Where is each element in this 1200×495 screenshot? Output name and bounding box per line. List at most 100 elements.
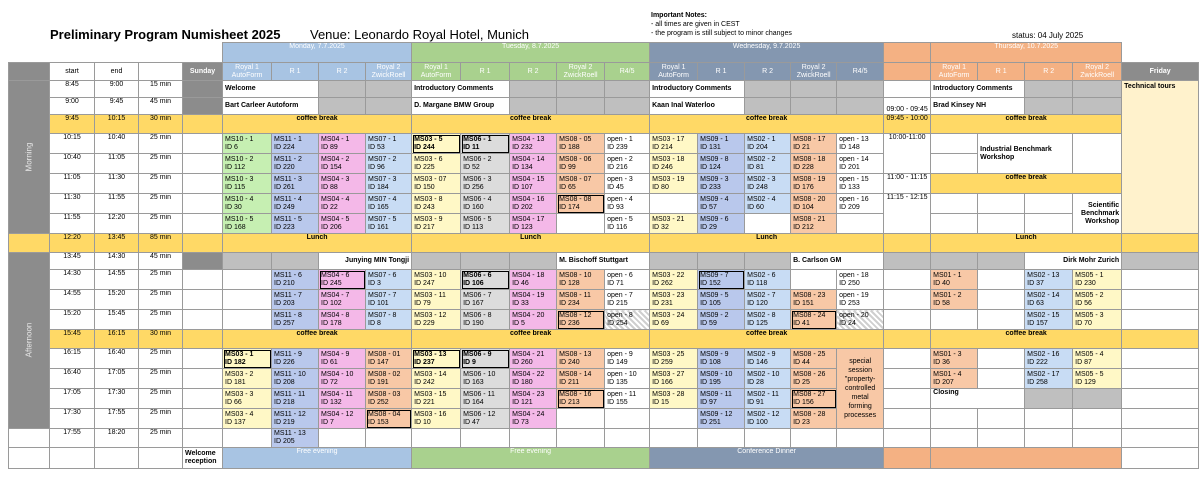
room-r45-tu: R4/5 — [604, 62, 651, 81]
session-cell: MS09 - 7 ID 152 — [697, 269, 746, 290]
session-cell: MS03 - 10 ID 247 — [411, 269, 462, 290]
session-cell: MS11 - 9 ID 226 — [271, 348, 320, 369]
industrial-workshop: Industrial Benchmark Workshop — [977, 133, 1074, 174]
session-cell: MS04 - 1 ID 89 — [318, 133, 367, 154]
session-cell: MS07 - 4 ID 165 — [365, 193, 413, 214]
session-cell: MS03 - 1 ID 182 — [222, 348, 273, 369]
session-cell: MS06 - 12 ID 47 — [460, 408, 511, 429]
duration: 25 min — [138, 173, 183, 194]
room-royal2-th: Royal 2 ZwickRoell — [1072, 62, 1123, 81]
session-cell: open - 10 ID 135 — [604, 368, 651, 389]
thursday-gutter — [883, 42, 932, 63]
session-cell: MS06 - 3 ID 256 — [460, 173, 511, 194]
session-cell: MS04 - 24 ID 73 — [509, 408, 558, 429]
session-cell: MS11 - 3 ID 261 — [271, 173, 320, 194]
session-cell: MS06 - 1 ID 11 — [460, 133, 511, 154]
lunch: Lunch — [649, 233, 885, 253]
end-time: 11:30 — [94, 173, 139, 194]
session-cell: MS02 - 12 ID 100 — [744, 408, 792, 429]
lunch: Lunch — [222, 233, 413, 253]
session-cell: MS03 - 5 ID 244 — [411, 133, 462, 154]
duration: 30 min — [138, 114, 183, 134]
session-cell: MS06 - 10 ID 163 — [460, 368, 511, 389]
note-cest: - all times are given in CEST — [651, 21, 740, 28]
lunch: Lunch — [411, 233, 651, 253]
keynote-bischoff: M. Bischoff Stuttgart — [556, 252, 651, 270]
coffee-break: coffee break — [222, 329, 413, 349]
session-cell: MS08 - 25 ID 44 — [790, 348, 838, 369]
session-cell: MS04 - 9 ID 61 — [318, 348, 367, 369]
session-cell: MS04 - 17 ID 123 — [509, 213, 558, 234]
session-cell: MS02 - 2 ID 81 — [744, 153, 792, 174]
session-cell: MS09 - 10 ID 195 — [697, 368, 746, 389]
note-changes: - the program is still subject to minor … — [651, 30, 792, 37]
session-cell: MS03 - 07 ID 150 — [411, 173, 462, 194]
session-cell: MS08 - 07 ID 65 — [556, 173, 606, 194]
lunch: Lunch — [930, 233, 1123, 253]
session-cell: MS03 - 21 ID 32 — [649, 213, 699, 234]
end-time: 14:55 — [94, 269, 139, 290]
session-cell: MS03 - 19 ID 80 — [649, 173, 699, 194]
start-time: 15:20 — [49, 309, 95, 330]
session-cell: MS03 - 11 ID 79 — [411, 289, 462, 310]
thursday-time-0945: 09:45 - 10:00 — [883, 114, 932, 134]
session-cell: MS02 - 15 ID 157 — [1024, 309, 1074, 330]
session-cell: MS08 - 14 ID 211 — [556, 368, 606, 389]
col-sunday: Sunday — [181, 62, 224, 81]
keynote-inal: Kaan Inal Waterloo — [649, 97, 746, 115]
duration: 25 min — [138, 193, 183, 214]
session-cell: open - 2 ID 216 — [604, 153, 651, 174]
start-time: 17:05 — [49, 388, 95, 409]
session-cell: MS03 - 2 ID 181 — [222, 368, 273, 389]
thursday-evening — [930, 447, 1123, 469]
end-time: 9:00 — [94, 80, 139, 98]
session-cell: MS08 - 06 ID 99 — [556, 153, 606, 174]
session-cell: MS04 - 7 ID 102 — [318, 289, 367, 310]
thursday-gutter — [883, 62, 932, 81]
end-time: 17:30 — [94, 388, 139, 409]
session-cell: MS05 - 1 ID 230 — [1072, 269, 1123, 290]
session-cell: MS05 - 3 ID 70 — [1072, 309, 1123, 330]
session-cell: MS11 - 8 ID 257 — [271, 309, 320, 330]
session-cell: MS06 - 8 ID 190 — [460, 309, 511, 330]
session-cell: MS10 - 4 ID 30 — [222, 193, 273, 214]
end-time: 14:30 — [94, 252, 139, 270]
session-cell: MS08 - 13 ID 240 — [556, 348, 606, 369]
session-cell: MS08 - 05 ID 188 — [556, 133, 606, 154]
morning-label: Morning — [8, 80, 50, 234]
session-cell: open - 14 ID 201 — [836, 153, 885, 174]
session-cell: MS08 - 17 ID 21 — [790, 133, 838, 154]
session-cell: MS03 - 25 ID 259 — [649, 348, 699, 369]
start-time: 15:45 — [49, 329, 95, 349]
thursday-time-0900: 09:00 - 09:45 — [883, 97, 932, 115]
start-time: 8:45 — [49, 80, 95, 98]
session-cell: MS04 - 15 ID 107 — [509, 173, 558, 194]
col-friday: Friday — [1121, 62, 1200, 81]
session-cell: MS06 - 4 ID 160 — [460, 193, 511, 214]
end-time: 13:45 — [94, 233, 139, 253]
keynote-junying: Junying MIN Tongji — [318, 252, 413, 270]
session-cell: open - 20 ID 24 — [836, 309, 885, 330]
day-monday: Monday, 7.7.2025 — [222, 42, 413, 63]
session-cell: MS08 - 21 ID 212 — [790, 213, 838, 234]
duration: 25 min — [138, 388, 183, 409]
session-cell: MS10 - 1 ID 6 — [222, 133, 273, 154]
session-cell: MS03 - 27 ID 166 — [649, 368, 699, 389]
session-cell: MS09 - 6 ID 29 — [697, 213, 746, 234]
session-cell: MS04 - 2 ID 154 — [318, 153, 367, 174]
session-cell: open - 3 ID 45 — [604, 173, 651, 194]
duration: 25 min — [138, 213, 183, 234]
session-cell: open - 11 ID 155 — [604, 388, 651, 409]
session-cell: MS04 - 23 ID 121 — [509, 388, 558, 409]
session-cell: MS09 - 1 ID 131 — [697, 133, 746, 154]
coffee-break: coffee break — [411, 329, 651, 349]
session-cell: MS08 - 08 ID 174 — [556, 193, 606, 214]
session-cell: MS01 - 4 ID 207 — [930, 368, 979, 389]
session-cell: MS03 - 14 ID 242 — [411, 368, 462, 389]
session-cell: open - 18 ID 250 — [836, 269, 885, 290]
keynote-carleer: Bart Carleer Autoform — [222, 97, 320, 115]
room-r1-mo: R 1 — [271, 62, 320, 81]
session-cell: MS03 - 13 ID 237 — [411, 348, 462, 369]
session-cell: MS09 - 11 ID 97 — [697, 388, 746, 409]
session-cell: MS02 - 8 ID 125 — [744, 309, 792, 330]
